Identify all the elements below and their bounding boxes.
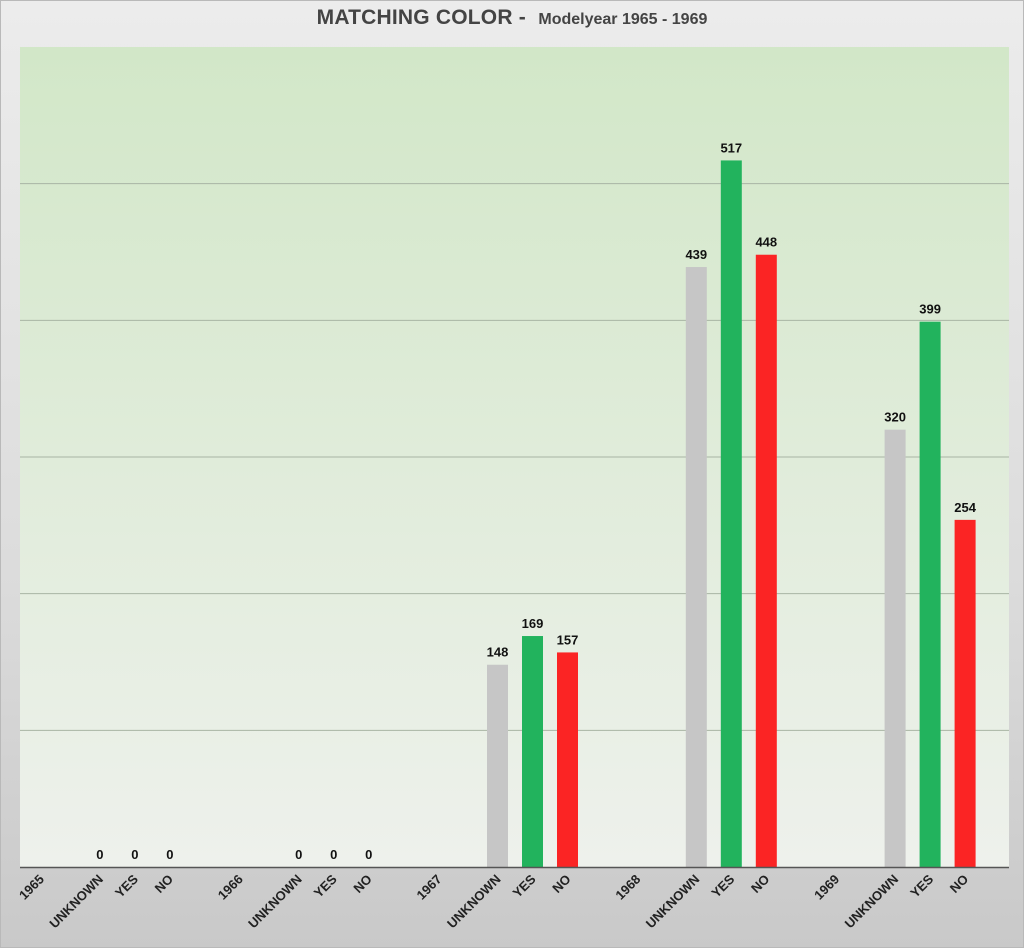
- bar-no: [755, 254, 777, 867]
- data-label: 517: [720, 140, 742, 155]
- chart-subtitle: Modelyear 1965 - 1969: [538, 11, 708, 28]
- x-group-label: 1969: [811, 872, 842, 903]
- data-label: 0: [295, 847, 302, 862]
- bar-unknown: [487, 664, 508, 867]
- x-category-label: YES: [510, 871, 539, 900]
- x-category-label: YES: [907, 871, 936, 900]
- x-category-label: YES: [112, 871, 141, 900]
- bar-yes: [720, 160, 742, 867]
- data-label: 0: [131, 847, 138, 862]
- x-category-label: NO: [549, 872, 573, 896]
- x-axis-labels: 1965 UNKNOWN YES NO 1966 UNKNOWN YES NO 1967 UNKN…: [16, 871, 971, 931]
- bar-unknown: [685, 267, 707, 867]
- x-category-label: UNKNOWN: [842, 872, 902, 932]
- data-label: 0: [330, 847, 337, 862]
- data-label: 254: [954, 500, 976, 515]
- data-label: 0: [166, 847, 173, 862]
- x-category-label: NO: [748, 872, 772, 896]
- value-labels: 0 0 0 0 0 0 148 169 157 439 517 448 320 399 254: [96, 140, 976, 862]
- x-group-label: 1967: [414, 872, 445, 903]
- data-label: 320: [884, 410, 906, 425]
- gridlines: [20, 183, 1009, 731]
- data-label: 169: [522, 616, 544, 631]
- data-label: 148: [487, 645, 509, 660]
- x-category-label: UNKNOWN: [46, 872, 106, 932]
- x-category-label: YES: [708, 871, 737, 900]
- data-label: 399: [919, 302, 941, 317]
- x-group-label: 1965: [16, 872, 47, 903]
- data-label: 0: [365, 847, 372, 862]
- bar-unknown: [884, 429, 906, 867]
- x-group-label: 1966: [215, 872, 246, 903]
- x-category-label: UNKNOWN: [643, 872, 703, 932]
- bars: [487, 160, 976, 867]
- x-category-label: NO: [350, 872, 374, 896]
- bar-yes: [919, 321, 941, 867]
- chart-title-block: MATCHING COLOR - Modelyear 1965 - 1969: [0, 6, 1024, 30]
- bar-no: [954, 519, 976, 867]
- bar-no: [557, 652, 578, 867]
- bar-yes: [522, 636, 543, 867]
- x-category-label: YES: [311, 871, 340, 900]
- data-label: 439: [685, 247, 707, 262]
- chart-title: MATCHING COLOR -: [316, 6, 526, 29]
- data-label: 0: [96, 847, 103, 862]
- data-label: 448: [755, 235, 777, 250]
- x-category-label: UNKNOWN: [444, 872, 504, 932]
- x-category-label: UNKNOWN: [245, 872, 305, 932]
- x-category-label: NO: [152, 872, 176, 896]
- data-label: 157: [557, 632, 579, 647]
- x-group-label: 1968: [612, 872, 643, 903]
- x-category-label: NO: [947, 872, 971, 896]
